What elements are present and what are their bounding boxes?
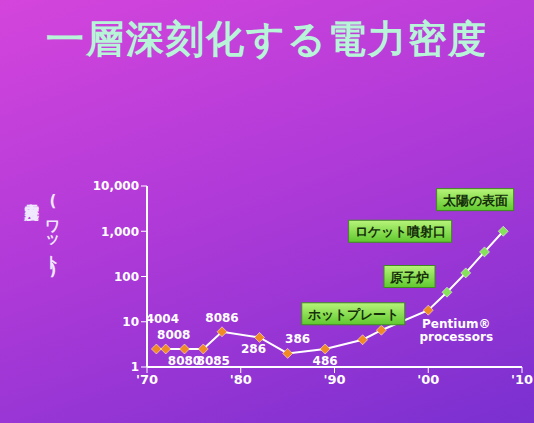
svg-text:原子炉: 原子炉 (389, 270, 429, 285)
svg-text:386: 386 (285, 332, 310, 346)
svg-text:10: 10 (122, 315, 139, 329)
svg-text:'90: '90 (323, 372, 345, 387)
html-text:(ワット): (ワット) (44, 192, 62, 279)
html-text:一層深刻化する電力密度: 一層深刻化する電力密度 (46, 17, 488, 61)
svg-text:ロケット噴射口: ロケット噴射口 (355, 224, 446, 239)
svg-text:'00: '00 (417, 372, 439, 387)
svg-text:'70: '70 (136, 372, 158, 387)
svg-text:8008: 8008 (157, 328, 190, 342)
svg-text:8085: 8085 (197, 354, 230, 367)
svg-text:'80: '80 (230, 372, 252, 387)
svg-text:486: 486 (313, 354, 338, 367)
svg-text:8086: 8086 (205, 311, 238, 325)
svg-text:100: 100 (114, 270, 139, 284)
svg-text:1: 1 (131, 360, 139, 374)
svg-text:286: 286 (241, 342, 266, 356)
svg-text:4004: 4004 (147, 312, 179, 326)
svg-text:8080: 8080 (167, 354, 202, 368)
svg-text:10,000: 10,000 (93, 179, 139, 193)
svg-text:Pentium®processors: Pentium®processors (419, 317, 493, 344)
svg-text:'10: '10 (511, 372, 533, 387)
svg-text:1,000: 1,000 (101, 225, 139, 239)
svg-text:ホットプレート: ホットプレート (307, 307, 399, 322)
svg-text:太陽の表面: 太陽の表面 (442, 193, 508, 208)
